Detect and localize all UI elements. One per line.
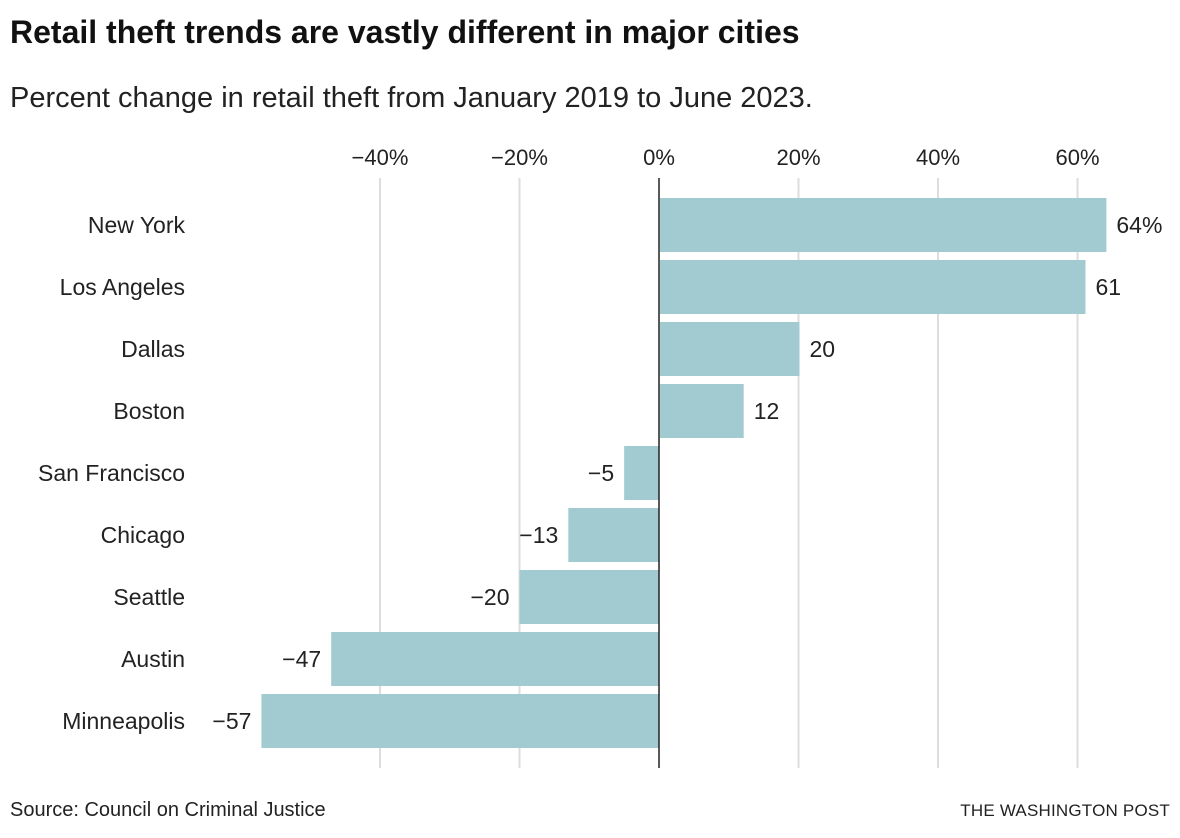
x-tick-label: −20% bbox=[491, 145, 548, 170]
bar bbox=[261, 694, 659, 748]
x-tick-label: 20% bbox=[776, 145, 820, 170]
category-label: Austin bbox=[121, 646, 185, 672]
x-tick-label: 60% bbox=[1055, 145, 1099, 170]
data-label: 20 bbox=[810, 336, 836, 362]
category-label: New York bbox=[88, 212, 186, 238]
data-label: 61 bbox=[1095, 274, 1121, 300]
data-label: −20 bbox=[470, 584, 509, 610]
category-label: Minneapolis bbox=[62, 708, 185, 734]
data-label: 64% bbox=[1116, 212, 1162, 238]
data-label: −13 bbox=[519, 522, 558, 548]
category-label: Seattle bbox=[113, 584, 185, 610]
x-tick-label: −40% bbox=[352, 145, 409, 170]
data-label: 12 bbox=[754, 398, 780, 424]
category-label: San Francisco bbox=[38, 460, 185, 486]
bar bbox=[660, 384, 744, 438]
data-label: −57 bbox=[212, 708, 251, 734]
category-label: Los Angeles bbox=[60, 274, 185, 300]
bar bbox=[660, 322, 800, 376]
x-tick-label: 0% bbox=[643, 145, 675, 170]
category-label: Chicago bbox=[101, 522, 185, 548]
source-note: Source: Council on Criminal Justice bbox=[10, 799, 326, 821]
data-label: −5 bbox=[588, 460, 614, 486]
bar bbox=[519, 570, 659, 624]
x-tick-label: 40% bbox=[916, 145, 960, 170]
bar bbox=[660, 260, 1086, 314]
chart-subtitle: Percent change in retail theft from Janu… bbox=[10, 82, 813, 114]
bar bbox=[624, 446, 659, 500]
bar bbox=[568, 508, 659, 562]
category-label: Dallas bbox=[121, 336, 185, 362]
bar bbox=[331, 632, 659, 686]
publisher-credit: THE WASHINGTON POST bbox=[960, 801, 1170, 820]
category-label: Boston bbox=[113, 398, 185, 424]
bar bbox=[660, 198, 1107, 252]
data-label: −47 bbox=[282, 646, 321, 672]
chart-title: Retail theft trends are vastly different… bbox=[10, 14, 800, 50]
